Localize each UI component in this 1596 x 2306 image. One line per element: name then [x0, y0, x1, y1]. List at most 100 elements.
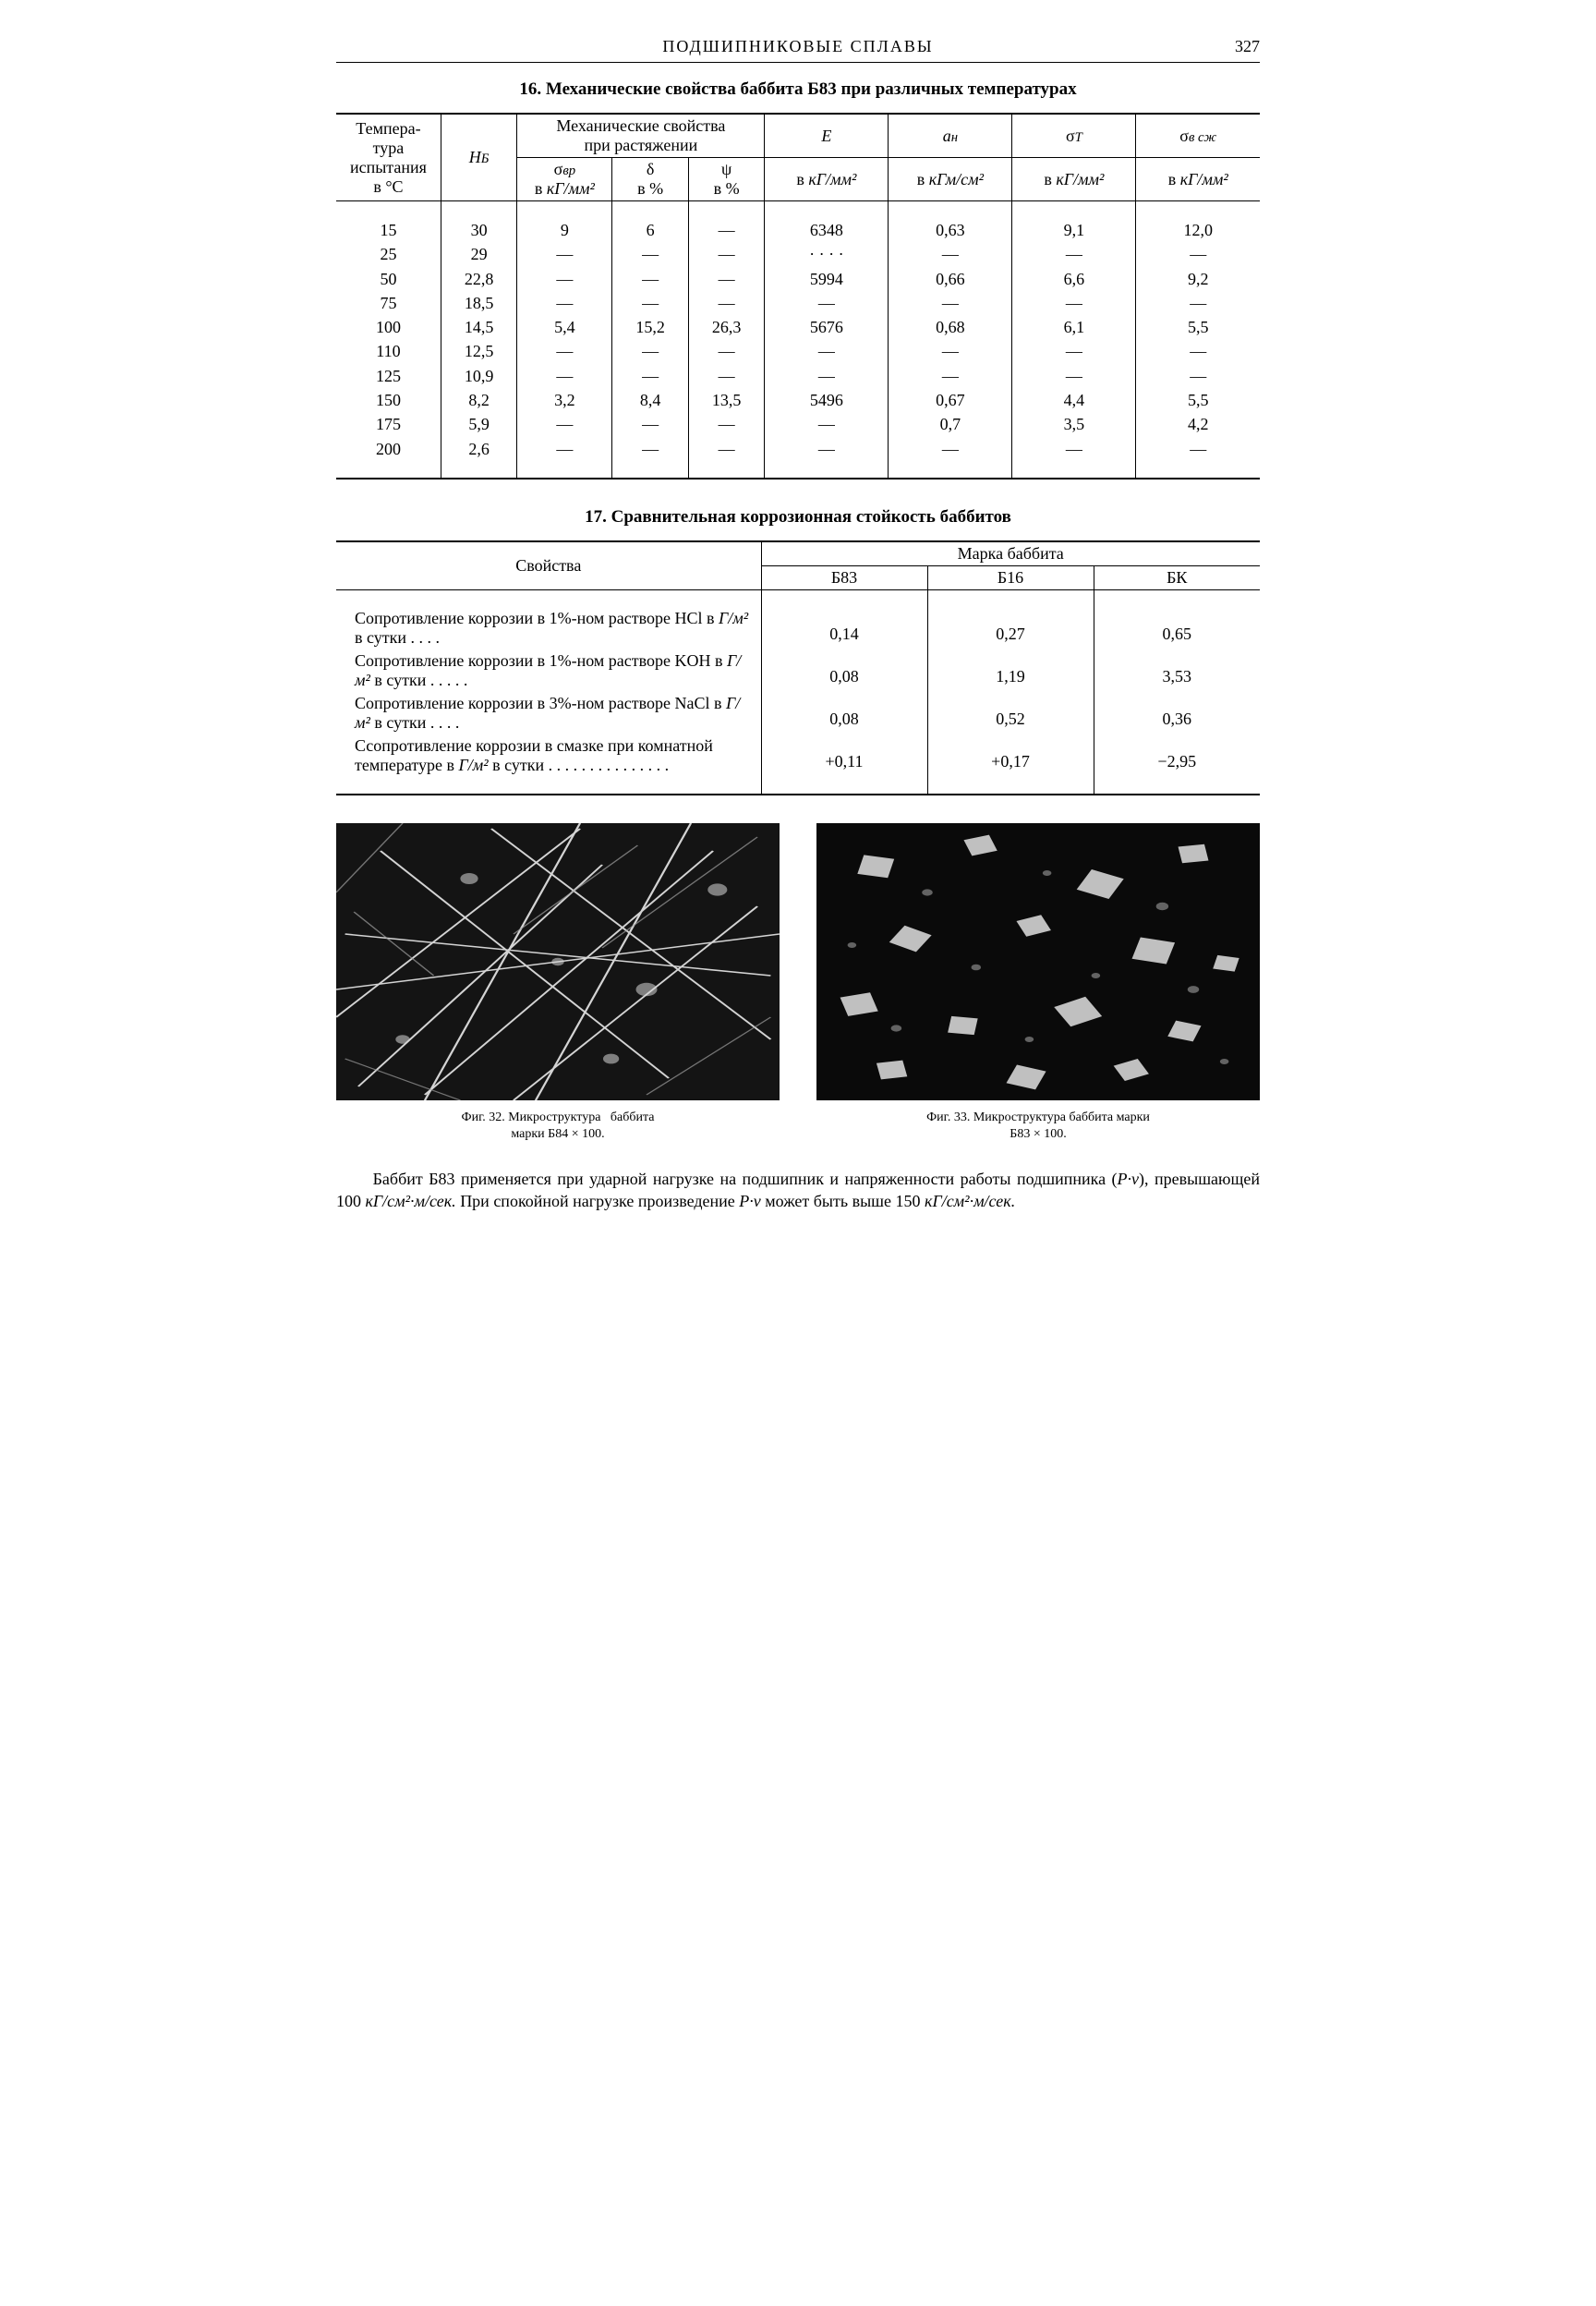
th-mech-group: Механические свойствапри растяжении	[517, 114, 765, 158]
table16-cell: 15,2	[612, 315, 688, 339]
table16-cell: —	[517, 242, 612, 266]
table16-cell: —	[1012, 339, 1136, 363]
th-sT: σT	[1012, 114, 1136, 158]
table16-cell: —	[612, 242, 688, 266]
table16-cell: 26,3	[688, 315, 764, 339]
running-title: ПОДШИПНИКОВЫЕ СПЛАВЫ	[392, 37, 1204, 56]
table16-cell: 0,66	[889, 267, 1012, 291]
page: ПОДШИПНИКОВЫЕ СПЛАВЫ 327 16. Механически…	[290, 0, 1306, 1285]
table17-rowlabel: Сопротивление коррозии в 1%-ном растворе…	[336, 649, 761, 692]
table16-row: 11012,5———————	[336, 339, 1260, 363]
table17-cell: 1,19	[927, 649, 1094, 692]
table16-cell: —	[765, 291, 889, 315]
table17: Свойства Марка баббита Б83 Б16 БК Сопрот…	[336, 540, 1260, 795]
table16-cell: 175	[336, 412, 441, 436]
table16-cell: —	[889, 437, 1012, 461]
table17-cell: 0,52	[927, 692, 1094, 734]
table16-cell: 8,4	[612, 388, 688, 412]
table17-cell: 0,36	[1094, 692, 1260, 734]
table16-row: 1755,9————0,73,54,2	[336, 412, 1260, 436]
table16-row: 2002,6———————	[336, 437, 1260, 461]
table16-cell: —	[688, 218, 764, 242]
table17-row: Сопротивление коррозии в 1%-ном растворе…	[336, 649, 1260, 692]
figure-32-caption: Фиг. 32. Микроструктура баббитамарки Б84…	[336, 1110, 780, 1143]
th-E-unit: в кГ/мм²	[765, 158, 889, 201]
table16-row: 10014,55,415,226,356760,686,15,5	[336, 315, 1260, 339]
table16-cell: —	[612, 339, 688, 363]
table16-cell: 5,9	[441, 412, 516, 436]
table17-cell: 0,14	[761, 607, 927, 649]
table16-cell: 4,2	[1136, 412, 1260, 436]
figure-33-caption: Фиг. 33. Микроструктура баббита маркиБ83…	[816, 1110, 1260, 1143]
body-paragraph: Баббит Б83 применяется при ударной нагру…	[336, 1169, 1260, 1213]
table16-cell: —	[612, 437, 688, 461]
table16-cell: —	[1012, 291, 1136, 315]
table16-row: 7518,5———————	[336, 291, 1260, 315]
table16-cell: 6,6	[1012, 267, 1136, 291]
table16-cell: 110	[336, 339, 441, 363]
table16-cell: 0,63	[889, 218, 1012, 242]
table16-cell: —	[612, 364, 688, 388]
th-brand-group: Марка баббита	[761, 541, 1260, 566]
table16-cell: —	[517, 267, 612, 291]
table16-cell: —	[688, 412, 764, 436]
table16-cell: 8,2	[441, 388, 516, 412]
table16-cell: 14,5	[441, 315, 516, 339]
th-sT-unit: в кГ/мм²	[1012, 158, 1136, 201]
table16-title: 16. Механические свойства баббита Б83 пр…	[336, 79, 1260, 100]
table17-cell: +0,11	[761, 734, 927, 777]
table16-cell: 13,5	[688, 388, 764, 412]
table16-cell: 125	[336, 364, 441, 388]
table16-cell: —	[1136, 364, 1260, 388]
table16-cell: —	[1136, 291, 1260, 315]
th-aH-unit: в кГм/см²	[889, 158, 1012, 201]
table16-cell: 5994	[765, 267, 889, 291]
table16-cell: —	[889, 339, 1012, 363]
table16-cell: 5,4	[517, 315, 612, 339]
table16-cell: 200	[336, 437, 441, 461]
table16-cell: 30	[441, 218, 516, 242]
table17-cell: 3,53	[1094, 649, 1260, 692]
table16-cell: 6,1	[1012, 315, 1136, 339]
table16-cell: 10,9	[441, 364, 516, 388]
table17-rowlabel: Сопротивление коррозии в 1%-ном растворе…	[336, 607, 761, 649]
table16-cell: 5,5	[1136, 315, 1260, 339]
table16-cell: 18,5	[441, 291, 516, 315]
table17-cell: 0,65	[1094, 607, 1260, 649]
table16-cell: 9,2	[1136, 267, 1260, 291]
table16-cell: —	[1136, 242, 1260, 266]
table16-cell: 0,67	[889, 388, 1012, 412]
table16-cell: 75	[336, 291, 441, 315]
table16-cell: 12,5	[441, 339, 516, 363]
table16-cell: —	[517, 291, 612, 315]
table16-cell: 0,68	[889, 315, 1012, 339]
table16-body: 153096—63480,639,112,02529———· · · ·———5…	[336, 201, 1260, 479]
table17-body: Сопротивление коррозии в 1%-ном растворе…	[336, 589, 1260, 795]
th-aH: aн	[889, 114, 1012, 158]
table16-cell: —	[1136, 437, 1260, 461]
table16-cell: —	[765, 437, 889, 461]
table16-cell: —	[688, 437, 764, 461]
table16-cell: —	[612, 412, 688, 436]
table16-row: 153096—63480,639,112,0	[336, 218, 1260, 242]
table16-cell: —	[1012, 437, 1136, 461]
th-svp: σврв кГ/мм²	[517, 158, 612, 201]
table16-cell: 25	[336, 242, 441, 266]
table16-cell: 3,5	[1012, 412, 1136, 436]
table16-cell: —	[612, 291, 688, 315]
table17-cell: −2,95	[1094, 734, 1260, 777]
th-temp: Темпера-тураиспытанияв °C	[336, 114, 441, 201]
table16-cell: —	[889, 242, 1012, 266]
table16-cell: 150	[336, 388, 441, 412]
table16-cell: —	[688, 242, 764, 266]
table17-row: Сопротивление коррозии в 3%-ном растворе…	[336, 692, 1260, 734]
running-head: ПОДШИПНИКОВЫЕ СПЛАВЫ 327	[336, 37, 1260, 63]
table16-row: 2529———· · · ·———	[336, 242, 1260, 266]
th-b83: Б83	[761, 565, 927, 589]
table16-cell: 12,0	[1136, 218, 1260, 242]
table16-cell: —	[612, 267, 688, 291]
th-hb: HБ	[441, 114, 516, 201]
table16-cell: —	[517, 364, 612, 388]
th-sc-unit: в кГ/мм²	[1136, 158, 1260, 201]
table16-cell: 4,4	[1012, 388, 1136, 412]
